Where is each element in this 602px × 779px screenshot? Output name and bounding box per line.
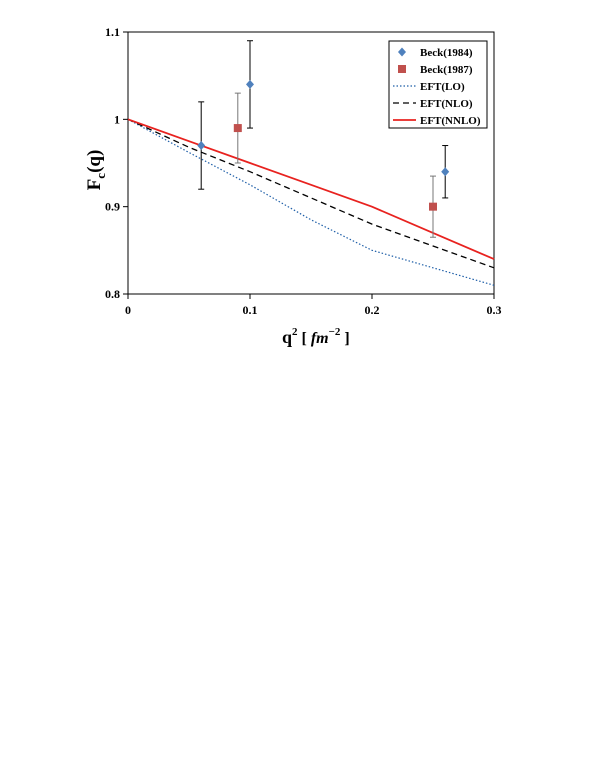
svg-text:Fc(q): Fc(q) (84, 150, 108, 191)
x-axis-title-unit-sup: −2 (329, 326, 341, 338)
y-axis-ticks: 0.8 0.9 1 1.1 (105, 25, 128, 301)
series-line-eft-lo- (127, 118, 495, 286)
data-point-diamond (441, 167, 450, 177)
legend-label: Beck(1984) (420, 47, 473, 59)
data-point-square (429, 202, 437, 211)
series-line-eft-nlo- (127, 118, 495, 269)
data-point-diamond (197, 141, 206, 151)
y-axis-title-base: F (84, 179, 105, 191)
legend: Beck(1984) Beck(1987) EFT(LO) EFT(NLO) EFT(N… (388, 40, 488, 129)
y-tick-label: 0.8 (105, 287, 120, 301)
plot-frame (127, 31, 495, 295)
legend-symbol-diamond (398, 47, 406, 57)
plot-marks (127, 40, 495, 286)
series-line-eft-nnlo- (127, 118, 495, 260)
x-axis-title-sup: 2 (292, 326, 298, 338)
legend-label: EFT(NLO) (420, 98, 473, 110)
svg-text:q2 [ fm−2 ]: q2 [ fm−2 ] (282, 326, 350, 347)
legend-label: Beck(1987) (420, 64, 473, 76)
data-point-square (233, 124, 242, 133)
x-tick-label: 0.3 (487, 303, 502, 317)
x-axis-title-bracket-open: [ (302, 330, 307, 347)
y-axis-title: Fc(q) (84, 150, 108, 191)
y-axis-title-sub: c (93, 173, 108, 179)
x-axis-title-bracket-close: ] (344, 330, 349, 347)
x-axis-title-unit: fm (311, 330, 329, 347)
legend-box (388, 40, 488, 129)
x-axis-title-base: q (282, 327, 292, 347)
legend-label: EFT(LO) (420, 81, 465, 93)
data-point-diamond (246, 79, 254, 89)
x-tick-label: 0.2 (365, 303, 380, 317)
y-tick-label: 1.1 (105, 25, 120, 39)
x-axis-ticks: 0 0.1 0.2 0.3 (125, 294, 502, 317)
legend-symbol-square (398, 65, 406, 73)
x-tick-label: 0 (125, 303, 131, 317)
y-tick-label: 0.9 (105, 200, 120, 214)
y-axis-title-rest: (q) (84, 150, 105, 173)
x-tick-label: 0.1 (243, 303, 258, 317)
legend-label: EFT(NNLO) (420, 115, 481, 127)
y-tick-label: 1 (114, 112, 120, 126)
x-axis-title: q2 [ fm−2 ] (282, 326, 350, 347)
